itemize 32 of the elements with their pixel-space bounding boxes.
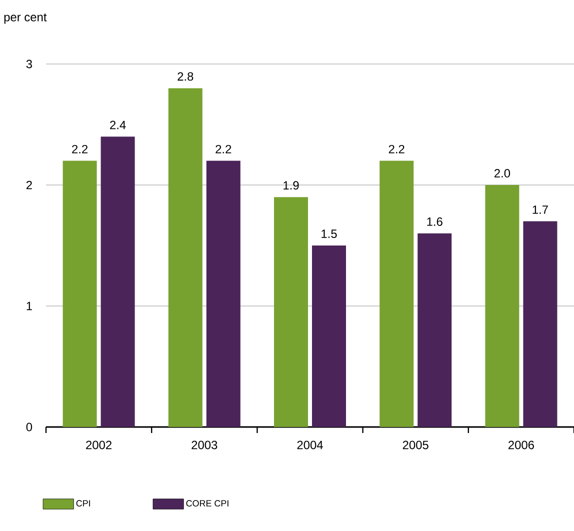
x-tick-label: 2006 <box>508 440 534 450</box>
y-axis-title: per cent <box>4 14 47 24</box>
x-tick-label: 2003 <box>192 440 218 450</box>
bar <box>62 160 97 427</box>
legend-label: CORE CPI <box>186 500 228 507</box>
y-tick-label: 2 <box>26 180 32 190</box>
bar <box>485 185 520 427</box>
bar <box>523 221 558 427</box>
x-tick-label: 2004 <box>297 440 323 450</box>
data-label: 1.6 <box>427 217 442 226</box>
y-tick-label: 3 <box>26 60 32 68</box>
data-label: 2.2 <box>72 144 88 154</box>
bar <box>168 88 202 427</box>
data-label: 1.5 <box>322 230 337 238</box>
data-label: 2.4 <box>110 120 126 130</box>
data-label: 1.7 <box>532 206 548 214</box>
bar <box>206 160 240 427</box>
data-label: 2.2 <box>216 144 232 154</box>
data-label: 1.9 <box>284 181 299 190</box>
y-tick-label: 1 <box>26 302 32 310</box>
bar <box>274 197 308 427</box>
bar <box>418 233 452 427</box>
x-tick-label: 2005 <box>402 440 428 450</box>
data-label: 2.8 <box>178 72 194 81</box>
legend-label: CPI <box>76 500 90 507</box>
bar <box>312 246 346 427</box>
x-tick-label: 2002 <box>86 440 112 450</box>
y-tick-label: 0 <box>26 422 32 432</box>
data-label: 2.0 <box>494 169 510 178</box>
bar <box>380 160 414 427</box>
bar <box>100 136 135 427</box>
data-label: 2.2 <box>388 144 404 154</box>
